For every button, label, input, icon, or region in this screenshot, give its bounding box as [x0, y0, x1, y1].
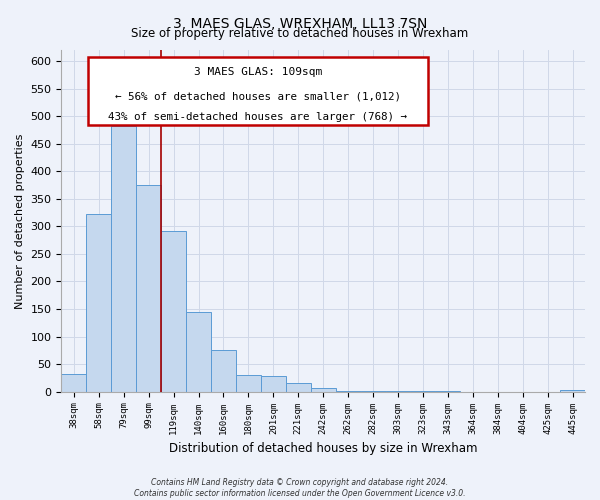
Bar: [386, 391, 410, 392]
Bar: [86, 214, 111, 392]
Text: 43% of semi-detached houses are larger (768) →: 43% of semi-detached houses are larger (…: [108, 112, 407, 122]
Bar: [335, 390, 361, 392]
Bar: [436, 391, 460, 392]
Bar: [261, 376, 286, 392]
Bar: [88, 57, 428, 125]
Bar: [136, 185, 161, 392]
Text: Size of property relative to detached houses in Wrexham: Size of property relative to detached ho…: [131, 28, 469, 40]
Bar: [236, 374, 261, 392]
Bar: [311, 388, 335, 392]
Bar: [361, 391, 386, 392]
Bar: [186, 312, 211, 392]
Bar: [111, 126, 136, 392]
Text: 3 MAES GLAS: 109sqm: 3 MAES GLAS: 109sqm: [194, 67, 322, 77]
Bar: [161, 232, 186, 392]
Text: Contains HM Land Registry data © Crown copyright and database right 2024.
Contai: Contains HM Land Registry data © Crown c…: [134, 478, 466, 498]
X-axis label: Distribution of detached houses by size in Wrexham: Distribution of detached houses by size …: [169, 442, 478, 455]
Text: ← 56% of detached houses are smaller (1,012): ← 56% of detached houses are smaller (1,…: [115, 91, 401, 101]
Bar: [211, 350, 236, 392]
Bar: [560, 390, 585, 392]
Y-axis label: Number of detached properties: Number of detached properties: [15, 133, 25, 308]
Text: 3, MAES GLAS, WREXHAM, LL13 7SN: 3, MAES GLAS, WREXHAM, LL13 7SN: [173, 18, 427, 32]
Bar: [286, 383, 311, 392]
Bar: [61, 374, 86, 392]
Bar: [410, 391, 436, 392]
